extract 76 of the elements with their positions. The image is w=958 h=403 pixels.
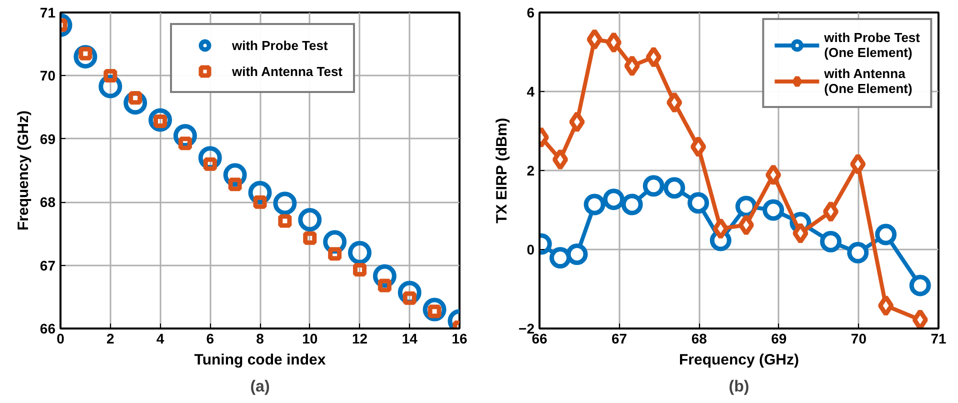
text: (a) xyxy=(250,378,270,396)
point xyxy=(666,92,682,114)
point xyxy=(104,68,118,82)
point xyxy=(178,136,192,150)
point xyxy=(850,153,866,175)
x-tick-label: 4 xyxy=(156,330,164,346)
x-tick-label: 16 xyxy=(452,330,468,346)
point xyxy=(602,188,624,210)
point xyxy=(822,200,839,222)
y-tick-label: 67 xyxy=(40,257,56,274)
point xyxy=(378,278,392,292)
y-tick-label: 69 xyxy=(40,130,56,147)
point xyxy=(690,136,706,158)
x-axis-title: Frequency (GHz) xyxy=(678,352,800,368)
point xyxy=(552,148,568,170)
legend-label: with Probe Test (One Element) xyxy=(824,30,920,60)
point xyxy=(909,274,931,296)
point xyxy=(228,178,242,192)
point xyxy=(303,231,317,245)
y-tick-label: 70 xyxy=(40,68,56,84)
x-tick-label: 12 xyxy=(352,330,368,346)
point xyxy=(624,55,640,77)
legend-label: with Antenna (One Element) xyxy=(824,66,912,96)
point xyxy=(148,108,172,132)
x-tick-label: 2 xyxy=(106,330,114,346)
x-tick-label: 71 xyxy=(930,330,946,346)
point xyxy=(273,192,297,216)
point xyxy=(586,28,602,50)
point xyxy=(875,224,897,246)
point xyxy=(847,242,869,264)
point xyxy=(422,298,446,322)
point xyxy=(621,194,643,216)
x-tick-label: 14 xyxy=(402,330,418,346)
point xyxy=(688,192,710,214)
point xyxy=(606,32,622,54)
point xyxy=(353,262,366,276)
x-tick-label: 69 xyxy=(771,330,787,346)
x-tick-label: 67 xyxy=(612,330,628,346)
y-axis-title: Frequency (GHz) xyxy=(14,110,32,231)
y-tick-label: 4 xyxy=(526,84,535,100)
legend-label: with Antenna Test xyxy=(232,64,342,78)
x-tick-label: 68 xyxy=(691,330,708,346)
point xyxy=(566,244,588,265)
point xyxy=(253,195,267,209)
y-axis-title: TX EIRP (dBm) xyxy=(494,118,511,224)
point xyxy=(203,157,217,171)
y-tick-label: 68 xyxy=(40,194,56,210)
point xyxy=(584,194,606,216)
legend-label: with Probe Test xyxy=(232,38,328,52)
x-tick-label: 8 xyxy=(256,330,264,346)
point xyxy=(820,230,842,252)
point xyxy=(550,247,571,269)
point xyxy=(712,218,729,240)
point xyxy=(642,175,664,197)
y-tick-label: 71 xyxy=(40,4,56,20)
point xyxy=(569,111,585,133)
point xyxy=(792,222,808,244)
point xyxy=(348,240,372,264)
point xyxy=(278,214,292,228)
point xyxy=(738,214,754,236)
x-axis-title: Tuning code index xyxy=(194,352,326,368)
x-tick-label: 10 xyxy=(302,330,318,346)
x-tick-label: 6 xyxy=(206,330,214,346)
y-tick-label: 66 xyxy=(40,320,56,336)
point xyxy=(646,46,662,68)
x-tick-label: 70 xyxy=(850,330,867,346)
point xyxy=(298,208,322,232)
point xyxy=(765,164,782,186)
point xyxy=(762,199,784,221)
y-tick-label: 0 xyxy=(526,242,535,258)
point xyxy=(878,294,894,316)
y-tick-label: 2 xyxy=(526,162,535,178)
text: (b) xyxy=(728,378,750,396)
point xyxy=(328,247,342,261)
y-tick-label: 6 xyxy=(526,4,535,20)
point xyxy=(664,177,686,199)
